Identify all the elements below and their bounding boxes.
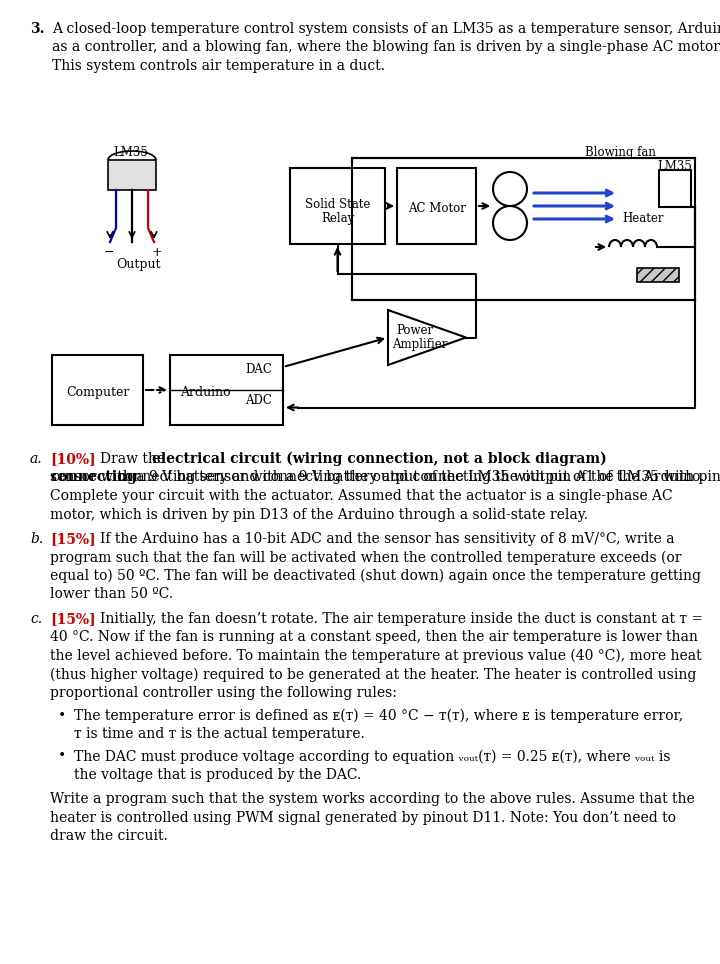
Text: sensor with a 9 V battery and connecting the output of the LM35 with pin A1 of t: sensor with a 9 V battery and connecting… <box>50 470 704 485</box>
Text: LM35: LM35 <box>113 146 148 159</box>
Text: [15%]: [15%] <box>50 532 96 546</box>
Text: +: + <box>152 246 163 259</box>
Text: c.: c. <box>30 612 42 626</box>
Text: Relay: Relay <box>321 212 354 225</box>
Text: Arduino: Arduino <box>180 386 230 399</box>
Text: •: • <box>58 749 66 763</box>
Text: heater is controlled using PWM signal generated by pinout D11. Note: You don’t n: heater is controlled using PWM signal ge… <box>50 811 676 825</box>
Text: a.: a. <box>30 452 42 466</box>
Text: If the Arduino has a 10-bit ADC and the sensor has sensitivity of 8 mV/°C, write: If the Arduino has a 10-bit ADC and the … <box>100 532 675 546</box>
Text: Heater: Heater <box>622 212 664 225</box>
Text: (thus higher voltage) required to be generated at the heater. The heater is cont: (thus higher voltage) required to be gen… <box>50 667 696 682</box>
Text: equal to) 50 ºC. The fan will be deactivated (shut down) again once the temperat: equal to) 50 ºC. The fan will be deactiv… <box>50 569 701 583</box>
Text: the voltage that is produced by the DAC.: the voltage that is produced by the DAC. <box>74 768 361 782</box>
Text: [15%]: [15%] <box>50 612 96 626</box>
Text: Initially, the fan doesn’t rotate. The air temperature inside the duct is consta: Initially, the fan doesn’t rotate. The a… <box>100 612 703 626</box>
Text: lower than 50 ºC.: lower than 50 ºC. <box>50 587 173 602</box>
Text: motor, which is driven by pin D13 of the Arduino through a solid-state relay.: motor, which is driven by pin D13 of the… <box>50 507 588 522</box>
Text: −: − <box>104 246 114 259</box>
Text: connecting: connecting <box>50 470 137 485</box>
Text: AC Motor: AC Motor <box>408 202 465 215</box>
Text: Output: Output <box>116 258 161 271</box>
Text: 3.: 3. <box>30 22 45 36</box>
Text: [10%]: [10%] <box>50 452 96 466</box>
Text: Write a program such that the system works according to the above rules. Assume : Write a program such that the system wor… <box>50 792 695 807</box>
Text: A closed-loop temperature control system consists of an LM35 as a temperature se: A closed-loop temperature control system… <box>52 22 720 36</box>
Text: b.: b. <box>30 532 43 546</box>
Text: DAC: DAC <box>245 363 272 376</box>
Polygon shape <box>637 268 679 282</box>
Text: Blowing fan: Blowing fan <box>585 146 656 159</box>
Text: the level achieved before. To maintain the temperature at previous value (40 °C): the level achieved before. To maintain t… <box>50 649 701 663</box>
Text: Computer: Computer <box>66 386 129 399</box>
Text: Power: Power <box>396 324 433 337</box>
Text: draw the circuit.: draw the circuit. <box>50 829 168 844</box>
Polygon shape <box>108 160 156 190</box>
Text: The temperature error is defined as ᴇ(ᴛ) = 40 °C − ᴛ(ᴛ), where ᴇ is temperature : The temperature error is defined as ᴇ(ᴛ)… <box>74 709 683 723</box>
Text: LM35: LM35 <box>657 160 693 173</box>
Text: proportional controller using the following rules:: proportional controller using the follow… <box>50 686 397 700</box>
Text: Draw the: Draw the <box>100 452 169 466</box>
Text: electrical circuit (wiring connection, not a block diagram): electrical circuit (wiring connection, n… <box>152 452 607 467</box>
Text: •: • <box>58 709 66 722</box>
Text: 40 °C. Now if the fan is running at a constant speed, then the air temperature i: 40 °C. Now if the fan is running at a co… <box>50 630 698 645</box>
Text: ADC: ADC <box>245 394 272 407</box>
Text: Amplifier: Amplifier <box>392 338 447 351</box>
Text: program such that the fan will be activated when the controlled temperature exce: program such that the fan will be activa… <box>50 550 682 565</box>
Text: connecting sensor with a 9 V battery and connecting the output of the LM35 with : connecting sensor with a 9 V battery and… <box>117 470 720 485</box>
Text: The DAC must produce voltage according to equation ᵥₒᵤₜ(ᴛ) = 0.25 ᴇ(ᴛ), where ᵥₒ: The DAC must produce voltage according t… <box>74 749 670 763</box>
Text: as a controller, and a blowing fan, where the blowing fan is driven by a single-: as a controller, and a blowing fan, wher… <box>52 40 720 55</box>
Text: Complete your circuit with the actuator. Assumed that the actuator is a single-p: Complete your circuit with the actuator.… <box>50 489 672 503</box>
Text: ᴛ is time and ᴛ is the actual temperature.: ᴛ is time and ᴛ is the actual temperatur… <box>74 727 365 741</box>
Text: Solid State: Solid State <box>305 198 370 211</box>
Text: This system controls air temperature in a duct.: This system controls air temperature in … <box>52 59 385 73</box>
